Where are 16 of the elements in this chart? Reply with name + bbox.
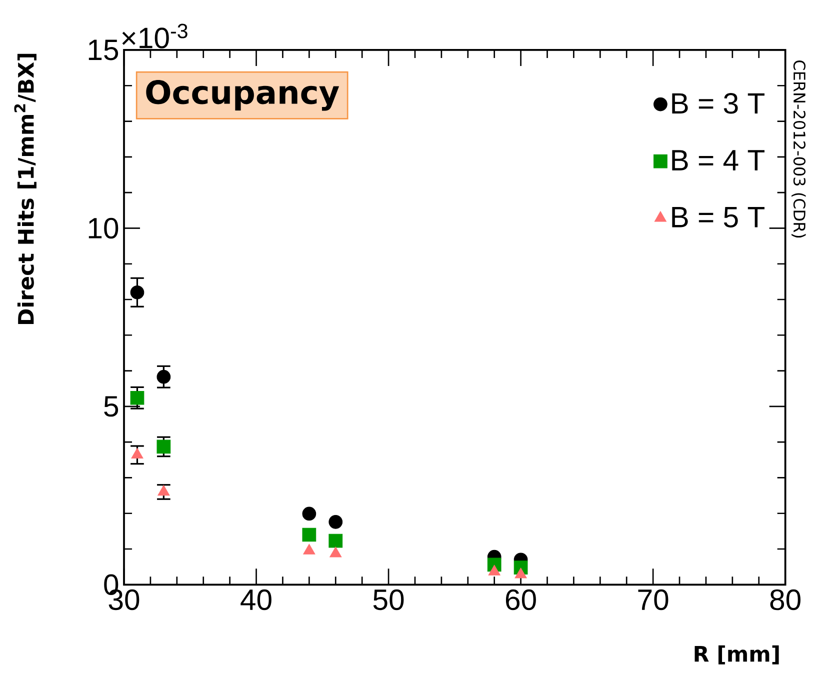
legend-label: B = 3 T (672, 93, 764, 114)
legend-label: B = 4 T (672, 150, 764, 170)
y-tick-label: 15 (88, 40, 118, 60)
y-tick-label: 5 (104, 396, 118, 417)
x-tick-label: 40 (240, 589, 272, 610)
x-tick-label: 60 (506, 589, 536, 610)
x-tick-label: 80 (770, 589, 800, 610)
text: CERN-2012-003 (CDR) (792, 60, 806, 238)
y-tick-label: 10 (88, 218, 118, 239)
x-axis-title: R [mm] (694, 645, 779, 664)
legend-label: B = 5 T (672, 207, 764, 228)
text: ×10$^{-3}$ (122, 24, 188, 48)
y-axis-title: Direct Hits [1/mm$^{2}$/BX] (14, 54, 36, 324)
annotation: Occupancy (146, 80, 340, 111)
x-tick-label: 50 (373, 589, 404, 610)
x-tick-label: 70 (638, 589, 668, 610)
